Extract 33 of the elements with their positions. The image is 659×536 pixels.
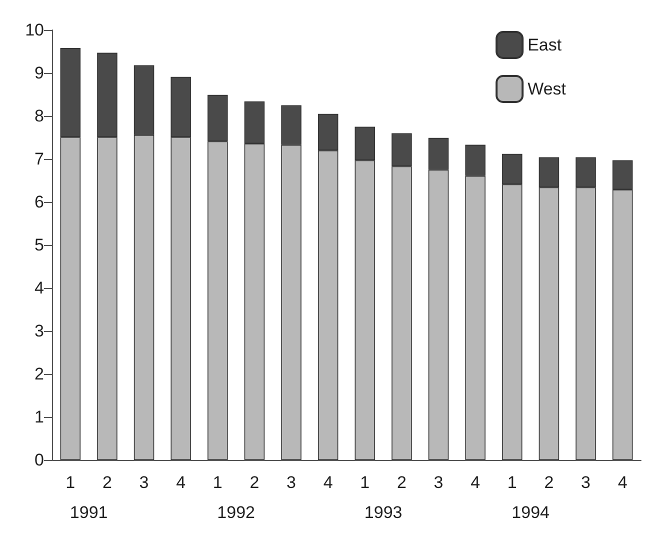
y-tick-label: 5 — [34, 236, 44, 254]
x-tick-label: 4 — [176, 473, 186, 492]
x-tick-label: 4 — [618, 473, 628, 492]
x-tick-label: 2 — [544, 473, 554, 492]
text: 1993 — [364, 503, 402, 522]
y-tick-label: 6 — [34, 192, 44, 212]
y-tick-label: 4 — [34, 278, 44, 298]
text: 1994 — [512, 503, 550, 522]
x-tick-label: 1 — [66, 473, 76, 492]
legend-label: West — [528, 80, 566, 98]
x-tick-label: 2 — [102, 473, 112, 492]
x-tick-label: 2 — [396, 473, 406, 492]
y-tick-label: 1 — [34, 408, 44, 426]
x-tick-label: 1 — [360, 473, 370, 492]
text: 1991 — [70, 503, 108, 522]
x-tick-label: 1 — [212, 473, 222, 492]
y-tick-label: 7 — [34, 150, 44, 168]
x-tick-label: 4 — [470, 473, 480, 492]
x-tick-label: 3 — [581, 473, 591, 492]
text: 1992 — [217, 503, 255, 522]
y-tick-label: 8 — [34, 106, 44, 126]
x-tick-label: 4 — [323, 473, 333, 492]
x-tick-label: 3 — [434, 473, 444, 492]
y-tick-label: 9 — [34, 64, 44, 82]
y-tick-label: 2 — [34, 364, 44, 384]
x-tick-label: 3 — [286, 473, 296, 492]
y-tick-label: 3 — [34, 322, 44, 340]
legend-label: East — [528, 36, 562, 54]
y-tick-label: 0 — [34, 450, 44, 470]
x-tick-label: 3 — [139, 473, 149, 492]
x-tick-label: 1 — [507, 473, 517, 492]
x-tick-label: 2 — [250, 473, 260, 492]
y-tick-label: 10 — [25, 20, 44, 40]
